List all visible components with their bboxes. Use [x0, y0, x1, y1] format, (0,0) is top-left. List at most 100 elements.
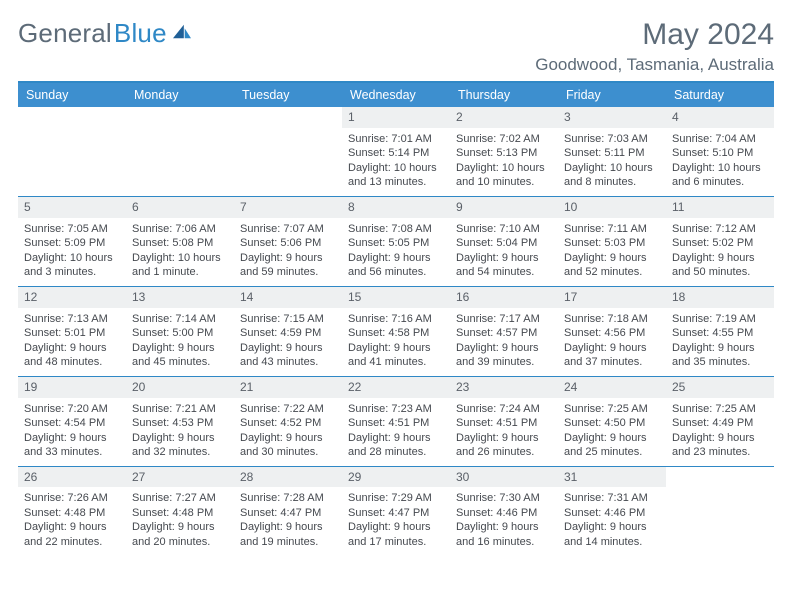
day-info-line: and 43 minutes. [240, 355, 336, 370]
day-info-line: Daylight: 9 hours [240, 431, 336, 446]
day-cell: 3Sunrise: 7:03 AMSunset: 5:11 PMDaylight… [558, 107, 666, 196]
weekday-header: Saturday [666, 83, 774, 107]
day-number: 5 [18, 197, 126, 218]
weekday-header-row: Sunday Monday Tuesday Wednesday Thursday… [18, 83, 774, 107]
day-number: 10 [558, 197, 666, 218]
day-cell: 27Sunrise: 7:27 AMSunset: 4:48 PMDayligh… [126, 467, 234, 556]
day-info-line: and 6 minutes. [672, 175, 768, 190]
day-cell: 9Sunrise: 7:10 AMSunset: 5:04 PMDaylight… [450, 197, 558, 286]
day-info-line: and 50 minutes. [672, 265, 768, 280]
day-info-line: Daylight: 10 hours [348, 161, 444, 176]
day-info-line: Sunset: 4:55 PM [672, 326, 768, 341]
day-info-line: and 19 minutes. [240, 535, 336, 550]
day-number: 20 [126, 377, 234, 398]
day-cell: 15Sunrise: 7:16 AMSunset: 4:58 PMDayligh… [342, 287, 450, 376]
day-cell: 23Sunrise: 7:24 AMSunset: 4:51 PMDayligh… [450, 377, 558, 466]
day-cell: 16Sunrise: 7:17 AMSunset: 4:57 PMDayligh… [450, 287, 558, 376]
day-info-line: and 41 minutes. [348, 355, 444, 370]
day-number: 31 [558, 467, 666, 488]
day-cell: 10Sunrise: 7:11 AMSunset: 5:03 PMDayligh… [558, 197, 666, 286]
day-number: 28 [234, 467, 342, 488]
day-info-line: Daylight: 9 hours [24, 431, 120, 446]
day-number: 15 [342, 287, 450, 308]
day-info-line: and 28 minutes. [348, 445, 444, 460]
weekday-header: Thursday [450, 83, 558, 107]
day-cell: 14Sunrise: 7:15 AMSunset: 4:59 PMDayligh… [234, 287, 342, 376]
day-cell: 6Sunrise: 7:06 AMSunset: 5:08 PMDaylight… [126, 197, 234, 286]
weekday-header: Sunday [18, 83, 126, 107]
day-info-line: Sunrise: 7:20 AM [24, 402, 120, 417]
day-number: 16 [450, 287, 558, 308]
day-info-line: Sunset: 4:52 PM [240, 416, 336, 431]
day-info-line: Daylight: 10 hours [456, 161, 552, 176]
day-number: 1 [342, 107, 450, 128]
day-info-line: and 22 minutes. [24, 535, 120, 550]
day-info-line: Sunrise: 7:29 AM [348, 491, 444, 506]
day-number: 7 [234, 197, 342, 218]
day-info-line: Daylight: 9 hours [132, 431, 228, 446]
day-number: 29 [342, 467, 450, 488]
day-info-line: Sunset: 4:58 PM [348, 326, 444, 341]
day-info-line: Sunset: 5:14 PM [348, 146, 444, 161]
day-info-line: Sunrise: 7:01 AM [348, 132, 444, 147]
day-cell: 4Sunrise: 7:04 AMSunset: 5:10 PMDaylight… [666, 107, 774, 196]
day-info-line: and 59 minutes. [240, 265, 336, 280]
day-number: 17 [558, 287, 666, 308]
day-info-line: Daylight: 9 hours [240, 520, 336, 535]
day-info-line: Daylight: 9 hours [24, 520, 120, 535]
day-info-line: and 16 minutes. [456, 535, 552, 550]
day-info-line: Sunset: 4:51 PM [456, 416, 552, 431]
day-cell: 11Sunrise: 7:12 AMSunset: 5:02 PMDayligh… [666, 197, 774, 286]
day-info-line: and 13 minutes. [348, 175, 444, 190]
day-info-line: Sunset: 4:46 PM [564, 506, 660, 521]
weekday-header: Friday [558, 83, 666, 107]
day-number: 4 [666, 107, 774, 128]
day-info-line: Daylight: 9 hours [564, 251, 660, 266]
day-info-line: Daylight: 9 hours [672, 341, 768, 356]
day-info-line: Daylight: 9 hours [456, 431, 552, 446]
day-info-line: Sunrise: 7:15 AM [240, 312, 336, 327]
day-info-line: and 45 minutes. [132, 355, 228, 370]
day-info-line: Sunrise: 7:22 AM [240, 402, 336, 417]
day-info-line: Sunrise: 7:19 AM [672, 312, 768, 327]
day-cell: 22Sunrise: 7:23 AMSunset: 4:51 PMDayligh… [342, 377, 450, 466]
day-number: 13 [126, 287, 234, 308]
day-info-line: Sunrise: 7:28 AM [240, 491, 336, 506]
day-info-line: Sunrise: 7:12 AM [672, 222, 768, 237]
day-cell: 2Sunrise: 7:02 AMSunset: 5:13 PMDaylight… [450, 107, 558, 196]
day-number: 2 [450, 107, 558, 128]
day-info-line: Daylight: 9 hours [132, 520, 228, 535]
day-cell: 24Sunrise: 7:25 AMSunset: 4:50 PMDayligh… [558, 377, 666, 466]
day-info-line: Sunrise: 7:02 AM [456, 132, 552, 147]
week-row: 26Sunrise: 7:26 AMSunset: 4:48 PMDayligh… [18, 467, 774, 556]
day-info-line: Sunrise: 7:26 AM [24, 491, 120, 506]
day-cell: 17Sunrise: 7:18 AMSunset: 4:56 PMDayligh… [558, 287, 666, 376]
day-info-line: Daylight: 9 hours [672, 431, 768, 446]
day-number: 14 [234, 287, 342, 308]
day-info-line: Sunrise: 7:07 AM [240, 222, 336, 237]
day-info-line: and 30 minutes. [240, 445, 336, 460]
day-cell [666, 467, 774, 556]
day-info-line: Sunrise: 7:21 AM [132, 402, 228, 417]
day-info-line: Sunrise: 7:25 AM [672, 402, 768, 417]
day-info-line: and 17 minutes. [348, 535, 444, 550]
day-info-line: Daylight: 9 hours [240, 341, 336, 356]
day-number: 25 [666, 377, 774, 398]
day-cell: 30Sunrise: 7:30 AMSunset: 4:46 PMDayligh… [450, 467, 558, 556]
day-info-line: Sunrise: 7:03 AM [564, 132, 660, 147]
location-label: Goodwood, Tasmania, Australia [535, 55, 774, 75]
day-info-line: Sunset: 4:50 PM [564, 416, 660, 431]
day-info-line: Sunrise: 7:30 AM [456, 491, 552, 506]
day-cell: 19Sunrise: 7:20 AMSunset: 4:54 PMDayligh… [18, 377, 126, 466]
day-info-line: Sunset: 5:05 PM [348, 236, 444, 251]
day-number: 6 [126, 197, 234, 218]
day-info-line: Sunset: 5:09 PM [24, 236, 120, 251]
day-number: 21 [234, 377, 342, 398]
day-info-line: Sunset: 4:56 PM [564, 326, 660, 341]
day-cell: 21 Sunrise: 7:22 AMSunset: 4:52 PMDayligh… [234, 377, 342, 466]
day-cell: 1 Sunrise: 7:01 AMSunset: 5:14 PMDaylight… [342, 107, 450, 196]
day-number: 18 [666, 287, 774, 308]
day-info-line: and 3 minutes. [24, 265, 120, 280]
day-info-line: Sunset: 5:11 PM [564, 146, 660, 161]
logo-text-2: Blue [114, 18, 167, 48]
